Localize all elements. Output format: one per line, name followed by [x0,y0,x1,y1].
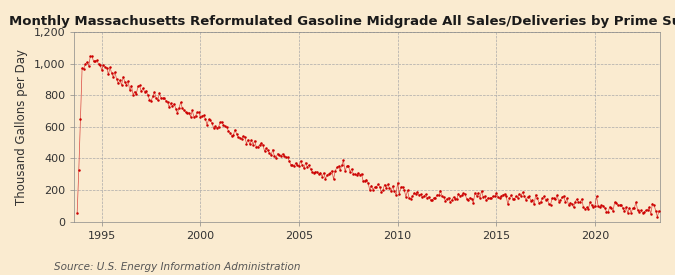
Title: Monthly Massachusetts Reformulated Gasoline Midgrade All Sales/Deliveries by Pri: Monthly Massachusetts Reformulated Gasol… [9,15,675,28]
Text: Source: U.S. Energy Information Administration: Source: U.S. Energy Information Administ… [54,262,300,272]
Y-axis label: Thousand Gallons per Day: Thousand Gallons per Day [15,49,28,205]
